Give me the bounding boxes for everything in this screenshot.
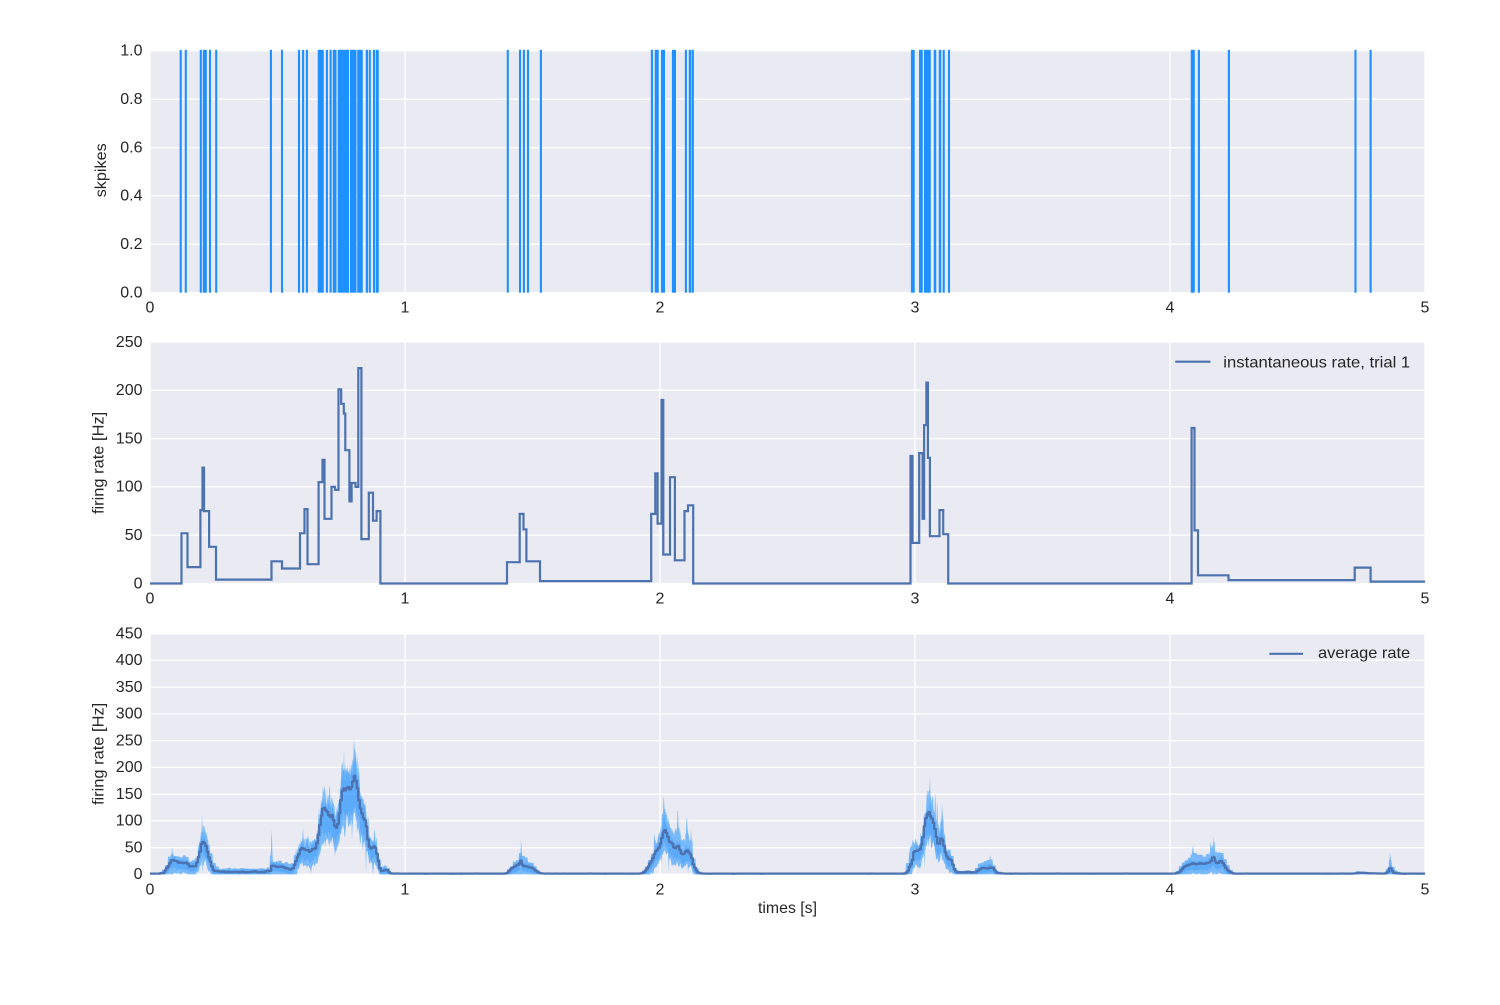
svg-text:0.4: 0.4 (120, 188, 142, 205)
svg-text:5: 5 (1421, 591, 1430, 608)
svg-text:300: 300 (116, 706, 143, 723)
svg-text:firing rate [Hz]: firing rate [Hz] (91, 703, 108, 805)
svg-text:50: 50 (125, 527, 143, 544)
svg-text:2: 2 (656, 882, 665, 899)
svg-text:0.8: 0.8 (120, 91, 142, 108)
svg-text:1.0: 1.0 (120, 43, 142, 60)
svg-text:5: 5 (1421, 882, 1430, 899)
svg-text:0: 0 (146, 591, 155, 608)
svg-text:3: 3 (911, 300, 920, 317)
svg-text:1: 1 (401, 882, 410, 899)
svg-text:150: 150 (116, 430, 143, 447)
svg-text:400: 400 (116, 652, 143, 669)
svg-text:1: 1 (401, 591, 410, 608)
svg-text:150: 150 (116, 786, 143, 803)
svg-text:2: 2 (656, 591, 665, 608)
svg-text:100: 100 (116, 479, 143, 496)
svg-text:5: 5 (1421, 300, 1430, 317)
svg-text:times [s]: times [s] (758, 900, 817, 917)
svg-text:0: 0 (146, 882, 155, 899)
svg-text:4: 4 (1166, 300, 1175, 317)
svg-text:average rate: average rate (1318, 645, 1410, 662)
svg-text:0.6: 0.6 (120, 139, 142, 156)
svg-text:2: 2 (656, 300, 665, 317)
svg-text:200: 200 (116, 759, 143, 776)
svg-text:1: 1 (401, 300, 410, 317)
svg-text:350: 350 (116, 679, 143, 696)
svg-text:skpikes: skpikes (93, 143, 110, 197)
svg-text:50: 50 (125, 839, 143, 856)
svg-text:0.2: 0.2 (120, 236, 142, 253)
svg-text:250: 250 (116, 334, 143, 351)
svg-text:100: 100 (116, 813, 143, 830)
svg-text:3: 3 (911, 591, 920, 608)
svg-text:0: 0 (134, 866, 143, 883)
svg-text:0: 0 (146, 300, 155, 317)
svg-text:4: 4 (1166, 591, 1175, 608)
svg-text:3: 3 (911, 882, 920, 899)
svg-text:firing rate [Hz]: firing rate [Hz] (91, 412, 108, 514)
svg-text:250: 250 (116, 732, 143, 749)
svg-text:instantaneous rate, trial 1: instantaneous rate, trial 1 (1223, 355, 1410, 372)
svg-text:4: 4 (1166, 882, 1175, 899)
svg-text:200: 200 (116, 382, 143, 399)
svg-text:0.0: 0.0 (120, 285, 142, 302)
svg-text:450: 450 (116, 626, 143, 643)
svg-text:0: 0 (134, 575, 143, 592)
